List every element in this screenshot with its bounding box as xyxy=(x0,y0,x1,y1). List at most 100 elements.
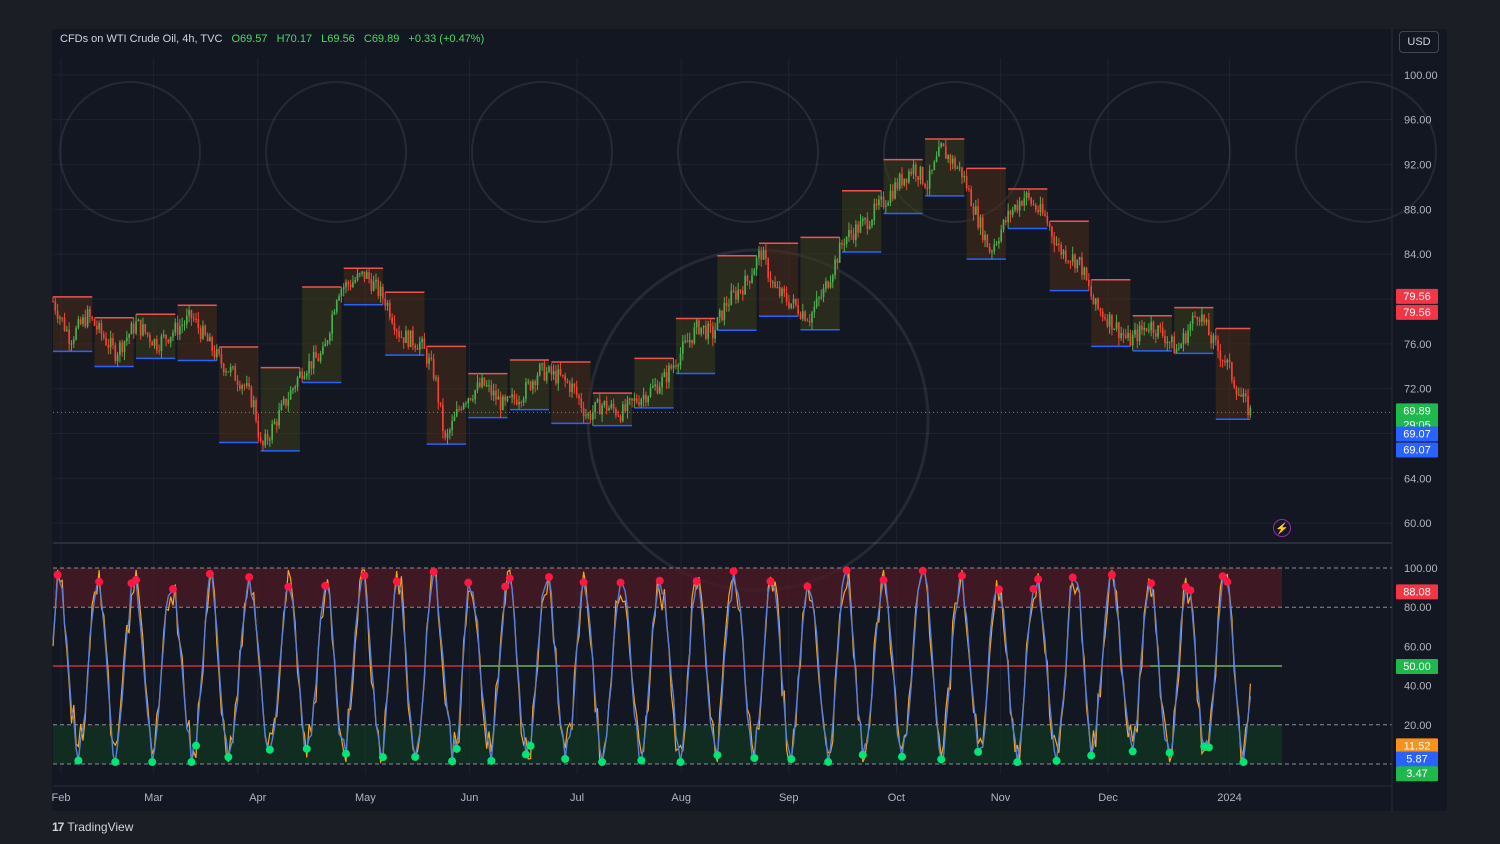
candle-body xyxy=(112,338,114,346)
price-label-text: 79.56 xyxy=(1403,307,1431,319)
candle-body xyxy=(185,315,188,325)
candle-body xyxy=(1154,333,1157,337)
candle-body xyxy=(474,390,477,400)
candle-body xyxy=(72,339,75,344)
candle-body xyxy=(808,320,811,323)
candle-body xyxy=(654,384,656,387)
candle-body xyxy=(1134,329,1136,335)
overbought-dot xyxy=(245,573,254,582)
oversold-dot xyxy=(937,755,946,764)
time-label: May xyxy=(355,792,376,804)
candle-body xyxy=(285,398,287,406)
lightning-icon[interactable]: ⚡ xyxy=(1273,519,1291,537)
tradingview-logo[interactable]: 17 TradingView xyxy=(52,820,133,834)
watermark-seal xyxy=(1089,81,1231,223)
candle-body xyxy=(388,302,391,318)
overbought-dot xyxy=(803,582,812,591)
price-label-bg xyxy=(1396,403,1438,419)
overbought-dot xyxy=(1147,579,1156,588)
candle-body xyxy=(446,433,449,438)
candle-body xyxy=(84,317,87,327)
candle-body xyxy=(287,399,290,406)
candle-body xyxy=(617,415,620,417)
candle-body xyxy=(1069,261,1072,263)
candle-body xyxy=(601,405,603,415)
candle-body xyxy=(100,322,103,335)
overbought-dot xyxy=(879,576,888,585)
overbought-dot xyxy=(132,575,141,584)
candle-body xyxy=(167,339,170,343)
candle-body xyxy=(792,298,795,304)
sr-box xyxy=(343,268,383,305)
candle-body xyxy=(151,341,154,346)
candles xyxy=(52,139,1252,451)
candle-body xyxy=(264,433,267,446)
candle-body xyxy=(1242,393,1245,397)
candle-body xyxy=(197,319,200,329)
candle-body xyxy=(679,353,682,366)
candle-body xyxy=(483,377,486,386)
candle-body xyxy=(1011,209,1014,215)
candle-body xyxy=(125,337,128,342)
candle-body xyxy=(478,382,481,387)
candle-body xyxy=(402,337,405,343)
candle-body xyxy=(741,290,744,295)
candle-body xyxy=(889,190,892,203)
candle-body xyxy=(368,272,370,280)
candle-body xyxy=(206,334,209,342)
candle-body xyxy=(944,146,947,159)
overbought-dot xyxy=(692,577,701,586)
osc-label-text: 3.47 xyxy=(1406,768,1427,780)
candle-body xyxy=(435,377,437,379)
oversold-dot xyxy=(302,744,311,753)
candle-body xyxy=(128,334,130,338)
candle-body xyxy=(594,402,596,413)
candle-body xyxy=(871,220,873,226)
candle-body xyxy=(149,334,151,342)
candle-body xyxy=(239,384,241,389)
candle-body xyxy=(732,290,735,292)
price-label: 69.89 xyxy=(1396,403,1438,419)
candle-body xyxy=(301,371,303,379)
candle-body xyxy=(400,337,403,339)
candle-body xyxy=(818,297,820,299)
candle-body xyxy=(954,158,956,169)
candle-body xyxy=(585,415,587,417)
candle-body xyxy=(1004,220,1007,223)
candle-body xyxy=(635,398,638,403)
candle-body xyxy=(181,325,184,327)
candle-body xyxy=(349,284,352,288)
price-label-text: 69.07 xyxy=(1403,429,1431,441)
candle-body xyxy=(481,377,483,387)
candle-body xyxy=(243,385,246,387)
candle-body xyxy=(762,250,765,260)
candle-body xyxy=(252,400,255,408)
candle-body xyxy=(887,202,889,206)
sr-box xyxy=(634,358,674,408)
candle-body xyxy=(947,155,949,159)
oversold-dot xyxy=(148,758,157,767)
overbought-dot xyxy=(168,585,177,594)
candle-body xyxy=(631,398,633,401)
oversold-dot xyxy=(974,747,983,756)
overbought-dot xyxy=(505,574,514,583)
candle-body xyxy=(513,394,516,400)
candle-body xyxy=(933,161,936,170)
candle-body xyxy=(626,399,629,411)
candle-body xyxy=(116,354,119,362)
candle-body xyxy=(354,280,357,283)
candle-body xyxy=(1148,330,1150,332)
candle-body xyxy=(658,387,661,394)
candle-body xyxy=(317,358,320,362)
price-tick-label: 88.00 xyxy=(1404,204,1432,216)
overbought-dot xyxy=(545,573,554,582)
candle-body xyxy=(455,408,458,417)
osc-tick-label: 60.00 xyxy=(1404,641,1432,653)
candle-body xyxy=(1240,394,1242,397)
candle-body xyxy=(527,381,530,383)
candle-body xyxy=(409,330,412,348)
tradingview-logo-icon: 17 xyxy=(52,820,64,834)
currency-button[interactable]: USD xyxy=(1399,31,1439,53)
symbol-legend[interactable]: CFDs on WTI Crude Oil, 4h, TVC O69.57 H7… xyxy=(60,33,490,45)
